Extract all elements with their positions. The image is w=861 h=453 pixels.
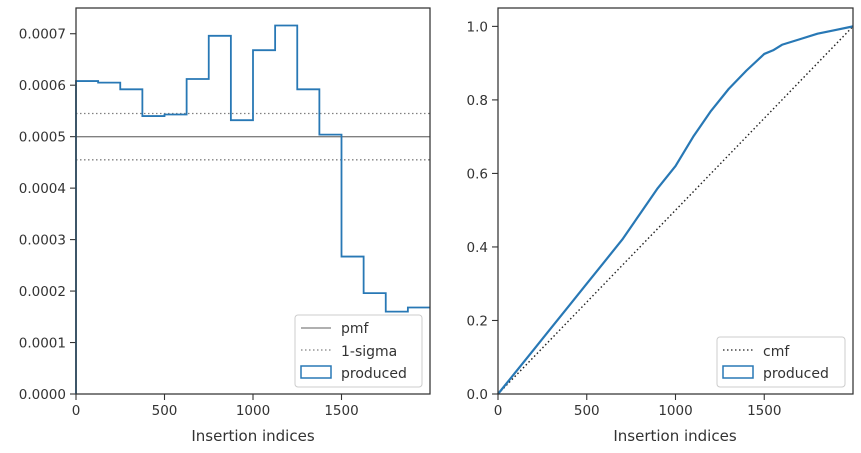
x-tick-label: 500 (574, 403, 600, 419)
y-tick-label: 0.0002 (19, 284, 66, 300)
y-tick-label: 0.0 (467, 387, 488, 403)
left-chart: 0 500 1000 1500 0.0000 0.0001 0.0002 0.0003 0.00… (19, 7, 431, 445)
produced-point (586, 283, 588, 285)
y-tick-label: 0.6 (467, 166, 488, 182)
y-tick-label: 0.0001 (19, 336, 66, 352)
produced-point (772, 49, 774, 51)
left-legend: pmf 1-sigma produced (294, 314, 423, 388)
legend-produced-label: produced (341, 366, 407, 382)
right-legend-box (716, 336, 846, 388)
y-tick-label: 1.0 (467, 19, 488, 35)
x-tick-label: 1500 (747, 403, 781, 419)
produced-point (692, 136, 694, 138)
left-legend-box (294, 314, 423, 388)
produced-point (728, 88, 730, 90)
x-tick-label: 0 (494, 403, 503, 419)
legend-cmf-label: cmf (763, 344, 790, 360)
cmf-line (497, 25, 854, 395)
produced-point (799, 38, 801, 40)
produced-point (568, 305, 570, 307)
x-tick-label: 1500 (324, 403, 358, 419)
produced-point (657, 187, 659, 189)
produced-point (781, 44, 783, 46)
produced-point (834, 29, 836, 31)
y-tick-label: 0.0004 (19, 181, 66, 197)
produced-point (763, 53, 765, 55)
y-tick-label: 0.0000 (19, 387, 66, 403)
right-legend: cmf produced (716, 336, 846, 388)
y-tick-label: 0.2 (467, 313, 488, 329)
produced-point (515, 371, 517, 373)
left-x-axis-label: Insertion indices (191, 427, 314, 445)
produced-point (817, 33, 818, 35)
produced-point (675, 165, 676, 167)
produced-point (746, 69, 747, 71)
x-tick-label: 1000 (658, 403, 692, 419)
legend-sigma-label: 1-sigma (341, 344, 397, 360)
y-tick-label: 0.0005 (19, 130, 66, 146)
y-tick-label: 0.0007 (19, 27, 66, 43)
y-tick-label: 0.0003 (19, 233, 66, 249)
x-tick-label: 1000 (236, 403, 270, 419)
right-x-axis-label: Insertion indices (613, 427, 736, 445)
produced-point (710, 110, 712, 112)
produced-point (604, 261, 605, 263)
y-tick-label: 0.0006 (19, 78, 66, 94)
x-tick-label: 0 (72, 403, 81, 419)
y-tick-label: 0.4 (467, 240, 488, 256)
produced-point (639, 213, 641, 215)
produced-point (621, 239, 623, 241)
left-axes-frame (75, 7, 431, 395)
legend-produced-swatch (300, 365, 332, 379)
y-tick-label: 0.8 (467, 93, 488, 109)
legend-produced-label-right: produced (763, 366, 829, 382)
legend-produced-swatch-right (722, 365, 754, 379)
legend-pmf-label: pmf (341, 321, 370, 337)
right-chart: 0 500 1000 1500 0.0 0.2 0.4 0.6 0.8 1.0 Insertion… (467, 7, 854, 445)
produced-point (550, 327, 552, 329)
x-tick-label: 500 (152, 403, 178, 419)
right-axes-frame (497, 7, 854, 395)
produced-histogram-step (75, 24, 430, 394)
produced-cmf-line (497, 25, 854, 395)
produced-point (533, 349, 534, 351)
